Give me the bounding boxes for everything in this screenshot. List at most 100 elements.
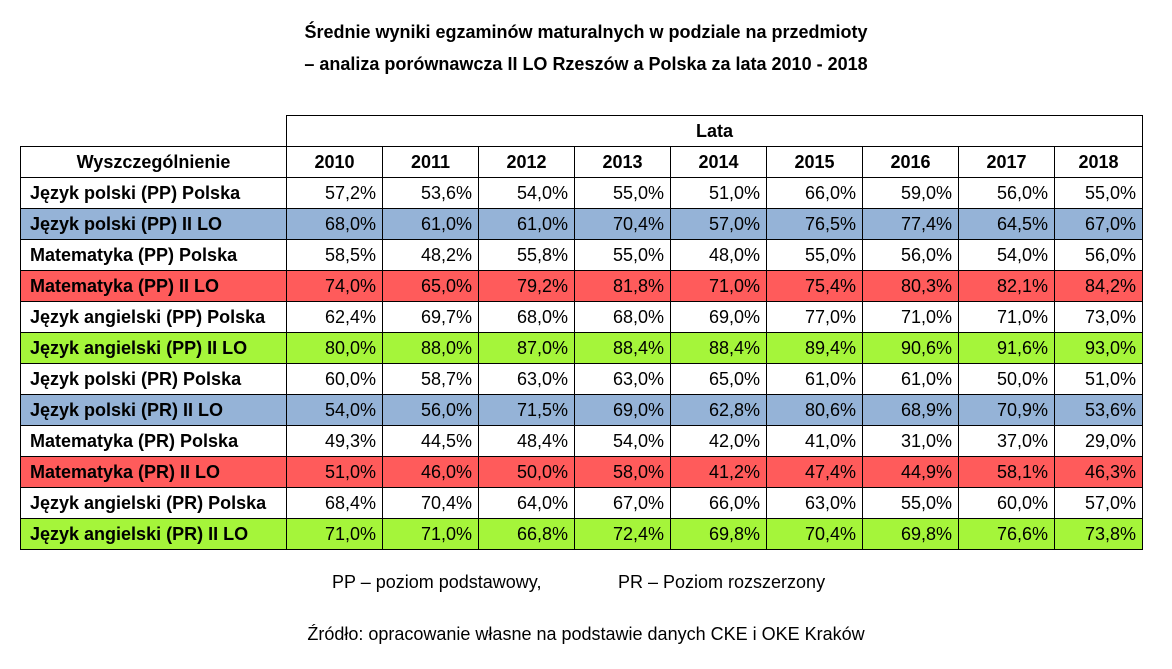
- value-cell: 71,5%: [478, 394, 575, 426]
- value-cell: 67,0%: [1054, 208, 1143, 240]
- value-cell: 76,6%: [958, 518, 1055, 550]
- value-cell: 51,0%: [1054, 363, 1143, 395]
- value-cell: 69,7%: [382, 301, 479, 333]
- row-label: Matematyka (PP) II LO: [20, 270, 287, 302]
- year-header: 2018: [1054, 146, 1143, 178]
- value-cell: 55,0%: [862, 487, 959, 519]
- row-label: Język polski (PP) Polska: [20, 177, 287, 209]
- value-cell: 54,0%: [574, 425, 671, 457]
- value-cell: 68,4%: [286, 487, 383, 519]
- value-cell: 63,0%: [766, 487, 863, 519]
- value-cell: 66,8%: [478, 518, 575, 550]
- value-cell: 58,7%: [382, 363, 479, 395]
- value-cell: 69,8%: [670, 518, 767, 550]
- value-cell: 88,4%: [670, 332, 767, 364]
- row-label: Język angielski (PR) II LO: [20, 518, 287, 550]
- value-cell: 69,0%: [574, 394, 671, 426]
- results-table: Lata Wyszczególnienie 2010 2011 2012 2013 20…: [20, 115, 1143, 550]
- value-cell: 88,4%: [574, 332, 671, 364]
- value-cell: 57,0%: [670, 208, 767, 240]
- table-row: Język angielski (PR) Polska 68,4% 70,4% 64,…: [20, 487, 1143, 519]
- value-cell: 61,0%: [382, 208, 479, 240]
- value-cell: 56,0%: [382, 394, 479, 426]
- value-cell: 91,6%: [958, 332, 1055, 364]
- value-cell: 57,2%: [286, 177, 383, 209]
- value-cell: 73,8%: [1054, 518, 1143, 550]
- table-row: Język polski (PR) II LO 54,0% 56,0% 71,5% 69…: [20, 394, 1143, 426]
- title-line-1: Średnie wyniki egzaminów maturalnych w p…: [304, 22, 868, 42]
- value-cell: 58,5%: [286, 239, 383, 271]
- value-cell: 44,9%: [862, 456, 959, 488]
- value-cell: 68,0%: [286, 208, 383, 240]
- value-cell: 62,4%: [286, 301, 383, 333]
- value-cell: 89,4%: [766, 332, 863, 364]
- value-cell: 68,0%: [478, 301, 575, 333]
- row-label: Język angielski (PR) Polska: [20, 487, 287, 519]
- table-row: Matematyka (PP) II LO 74,0% 65,0% 79,2% 81,8…: [20, 270, 1143, 302]
- row-label: Język angielski (PP) Polska: [20, 301, 287, 333]
- value-cell: 66,0%: [670, 487, 767, 519]
- value-cell: 53,6%: [1054, 394, 1143, 426]
- value-cell: 73,0%: [1054, 301, 1143, 333]
- value-cell: 53,6%: [382, 177, 479, 209]
- value-cell: 55,0%: [1054, 177, 1143, 209]
- value-cell: 59,0%: [862, 177, 959, 209]
- value-cell: 37,0%: [958, 425, 1055, 457]
- year-header: 2015: [766, 146, 863, 178]
- year-header: 2010: [286, 146, 383, 178]
- value-cell: 81,8%: [574, 270, 671, 302]
- row-label: Matematyka (PP) Polska: [20, 239, 287, 271]
- year-header-row: Wyszczególnienie 2010 2011 2012 2013 2014 201…: [20, 146, 1143, 178]
- value-cell: 44,5%: [382, 425, 479, 457]
- row-label: Język polski (PR) II LO: [20, 394, 287, 426]
- value-cell: 70,4%: [382, 487, 479, 519]
- value-cell: 65,0%: [670, 363, 767, 395]
- value-cell: 47,4%: [766, 456, 863, 488]
- value-cell: 56,0%: [862, 239, 959, 271]
- table-row: Język angielski (PR) II LO 71,0% 71,0% 66,8…: [20, 518, 1143, 550]
- value-cell: 80,0%: [286, 332, 383, 364]
- legend-pr: PR – Poziom rozszerzony: [618, 572, 826, 592]
- value-cell: 55,0%: [766, 239, 863, 271]
- value-cell: 71,0%: [286, 518, 383, 550]
- value-cell: 46,3%: [1054, 456, 1143, 488]
- table-row: Język angielski (PP) II LO 80,0% 88,0% 87,0…: [20, 332, 1143, 364]
- value-cell: 69,0%: [670, 301, 767, 333]
- value-cell: 55,0%: [574, 239, 671, 271]
- value-cell: 63,0%: [574, 363, 671, 395]
- value-cell: 68,0%: [574, 301, 671, 333]
- corner-blank: [20, 115, 287, 147]
- value-cell: 42,0%: [670, 425, 767, 457]
- value-cell: 70,4%: [766, 518, 863, 550]
- value-cell: 55,0%: [574, 177, 671, 209]
- table-row: Matematyka (PP) Polska 58,5% 48,2% 55,8% 55,…: [20, 239, 1143, 271]
- legend-pp: PP – poziom podstawowy,: [332, 572, 542, 592]
- value-cell: 58,1%: [958, 456, 1055, 488]
- year-header: 2016: [862, 146, 959, 178]
- value-cell: 71,0%: [670, 270, 767, 302]
- value-cell: 51,0%: [670, 177, 767, 209]
- value-cell: 72,4%: [574, 518, 671, 550]
- table-row: Język polski (PP) Polska 57,2% 53,6% 54,0% 5…: [20, 177, 1143, 209]
- value-cell: 57,0%: [1054, 487, 1143, 519]
- value-cell: 61,0%: [862, 363, 959, 395]
- value-cell: 84,2%: [1054, 270, 1143, 302]
- row-label: Język polski (PR) Polska: [20, 363, 287, 395]
- row-label: Język angielski (PP) II LO: [20, 332, 287, 364]
- value-cell: 74,0%: [286, 270, 383, 302]
- value-cell: 54,0%: [478, 177, 575, 209]
- table-row: Język polski (PR) Polska 60,0% 58,7% 63,0% 6…: [20, 363, 1143, 395]
- value-cell: 51,0%: [286, 456, 383, 488]
- value-cell: 77,4%: [862, 208, 959, 240]
- value-cell: 71,0%: [958, 301, 1055, 333]
- value-cell: 71,0%: [862, 301, 959, 333]
- value-cell: 60,0%: [286, 363, 383, 395]
- table-row: Język polski (PP) II LO 68,0% 61,0% 61,0% 70…: [20, 208, 1143, 240]
- value-cell: 48,2%: [382, 239, 479, 271]
- value-cell: 64,0%: [478, 487, 575, 519]
- value-cell: 75,4%: [766, 270, 863, 302]
- value-cell: 93,0%: [1054, 332, 1143, 364]
- value-cell: 61,0%: [478, 208, 575, 240]
- value-cell: 67,0%: [574, 487, 671, 519]
- value-cell: 54,0%: [286, 394, 383, 426]
